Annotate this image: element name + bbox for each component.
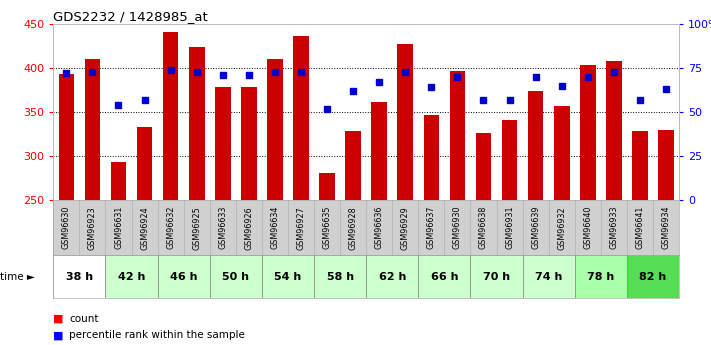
Bar [606, 61, 621, 200]
Bar [424, 115, 439, 200]
Bar [580, 66, 596, 200]
Text: GSM96633: GSM96633 [218, 206, 228, 249]
Text: GSM96932: GSM96932 [557, 206, 566, 249]
Text: GSM96930: GSM96930 [453, 206, 462, 249]
Bar [471, 255, 523, 298]
Bar [574, 255, 627, 298]
Text: 42 h: 42 h [118, 272, 145, 282]
Bar [502, 120, 518, 200]
Bar [476, 133, 491, 200]
Bar [418, 255, 471, 298]
Text: ■: ■ [53, 314, 64, 324]
Bar [267, 59, 283, 200]
Bar [293, 37, 309, 200]
Bar [210, 255, 262, 298]
Text: 58 h: 58 h [326, 272, 353, 282]
Text: GSM96934: GSM96934 [661, 206, 670, 249]
Bar [262, 255, 314, 298]
Text: GSM96630: GSM96630 [62, 206, 71, 249]
Bar [449, 71, 465, 200]
Text: 38 h: 38 h [66, 272, 93, 282]
Text: GSM96637: GSM96637 [427, 206, 436, 249]
Text: time ►: time ► [0, 272, 35, 282]
Text: GSM96929: GSM96929 [401, 206, 410, 249]
Bar [215, 87, 230, 200]
Text: GSM96635: GSM96635 [323, 206, 331, 249]
Bar [85, 59, 100, 200]
Text: GDS2232 / 1428985_at: GDS2232 / 1428985_at [53, 10, 208, 23]
Text: GSM96631: GSM96631 [114, 206, 123, 249]
Bar [158, 255, 210, 298]
Bar [58, 74, 74, 200]
Text: GSM96924: GSM96924 [140, 206, 149, 249]
Text: GSM96636: GSM96636 [375, 206, 384, 249]
Text: GSM96641: GSM96641 [636, 206, 644, 249]
Bar [346, 131, 361, 200]
Text: 82 h: 82 h [639, 272, 666, 282]
Bar [366, 255, 418, 298]
Text: GSM96638: GSM96638 [479, 206, 488, 249]
Bar [163, 32, 178, 200]
Text: 78 h: 78 h [587, 272, 614, 282]
Text: GSM96928: GSM96928 [348, 206, 358, 249]
Bar [528, 91, 543, 200]
Text: 50 h: 50 h [223, 272, 250, 282]
Bar [397, 43, 413, 200]
Text: GSM96926: GSM96926 [245, 206, 253, 249]
Bar [371, 101, 387, 200]
Bar [111, 162, 127, 200]
Text: GSM96639: GSM96639 [531, 206, 540, 249]
Text: GSM96632: GSM96632 [166, 206, 175, 249]
Bar [105, 255, 158, 298]
Bar [632, 131, 648, 200]
Text: GSM96933: GSM96933 [609, 206, 619, 249]
Text: percentile rank within the sample: percentile rank within the sample [69, 331, 245, 340]
Bar [319, 173, 335, 200]
Bar [189, 47, 205, 200]
Text: GSM96634: GSM96634 [270, 206, 279, 249]
Text: GSM96925: GSM96925 [192, 206, 201, 249]
Bar [658, 130, 674, 200]
Bar [314, 255, 366, 298]
Text: 66 h: 66 h [431, 272, 458, 282]
Bar [627, 255, 679, 298]
Text: GSM96927: GSM96927 [296, 206, 306, 249]
Text: ■: ■ [53, 331, 64, 340]
Text: 46 h: 46 h [170, 272, 198, 282]
Text: count: count [69, 314, 98, 324]
Text: GSM96640: GSM96640 [583, 206, 592, 249]
Text: 62 h: 62 h [378, 272, 406, 282]
Text: 70 h: 70 h [483, 272, 510, 282]
Text: GSM96931: GSM96931 [505, 206, 514, 249]
Bar [523, 255, 574, 298]
Text: GSM96923: GSM96923 [88, 206, 97, 249]
Bar [241, 87, 257, 200]
Bar [137, 127, 152, 200]
Text: 54 h: 54 h [274, 272, 301, 282]
Bar [53, 255, 105, 298]
Bar [554, 106, 570, 200]
Text: 74 h: 74 h [535, 272, 562, 282]
